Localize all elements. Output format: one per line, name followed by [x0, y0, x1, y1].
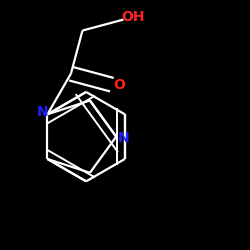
- Text: OH: OH: [122, 10, 145, 24]
- Text: N: N: [118, 131, 129, 145]
- Text: N: N: [37, 106, 48, 120]
- Text: O: O: [113, 78, 125, 92]
